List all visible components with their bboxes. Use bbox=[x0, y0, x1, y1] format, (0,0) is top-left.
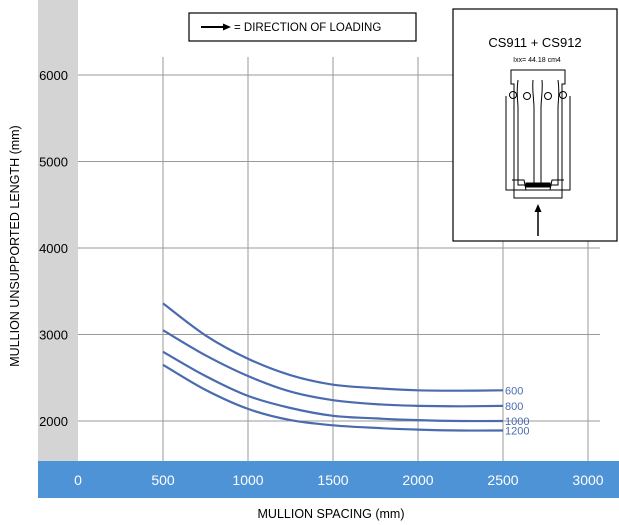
y-tick-label: 5000 bbox=[39, 155, 68, 170]
series-line-1000 bbox=[162, 350, 504, 423]
series-line-800 bbox=[162, 329, 504, 408]
x-axis-band bbox=[38, 461, 619, 498]
inset-profile: CS911 + CS912 Ixx= 44.18 cm4 bbox=[452, 8, 618, 242]
x-axis-label: MULLION SPACING (mm) bbox=[258, 507, 405, 521]
x-tick-labels: 0 500 1000 1500 2000 2500 3000 bbox=[74, 472, 604, 488]
y-tick-label: 2000 bbox=[39, 414, 68, 429]
mullion-profile-icon bbox=[505, 69, 571, 199]
legend-text: = DIRECTION OF LOADING bbox=[234, 22, 381, 34]
series-label-1000: 1000 bbox=[505, 416, 529, 428]
x-tick-label: 1500 bbox=[317, 472, 348, 488]
series-line-1200 bbox=[162, 363, 504, 432]
legend: = DIRECTION OF LOADING bbox=[188, 12, 417, 42]
series-lines bbox=[162, 302, 504, 432]
series-label-600: 600 bbox=[505, 385, 523, 397]
y-tick-label: 3000 bbox=[39, 328, 68, 343]
x-tick-label: 500 bbox=[151, 472, 175, 488]
series-label-1200: 1200 bbox=[505, 426, 529, 438]
y-tick-label: 4000 bbox=[39, 241, 68, 256]
inset-box bbox=[452, 8, 618, 242]
right-arrow-icon bbox=[201, 23, 231, 31]
y-tick-labels: 2000 3000 4000 5000 6000 bbox=[39, 68, 68, 429]
x-tick-label: 0 bbox=[74, 472, 82, 488]
series-label-800: 800 bbox=[505, 401, 523, 413]
y-axis-label: MULLION UNSUPPORTED LENGTH (mm) bbox=[8, 125, 22, 366]
up-arrow-icon bbox=[534, 204, 542, 236]
x-tick-label: 3000 bbox=[572, 472, 603, 488]
x-tick-label: 2500 bbox=[487, 472, 518, 488]
x-tick-label: 1000 bbox=[232, 472, 263, 488]
y-tick-label: 6000 bbox=[39, 68, 68, 83]
x-tick-label: 2000 bbox=[402, 472, 433, 488]
inset-subtitle: Ixx= 44.18 cm4 bbox=[513, 57, 561, 64]
series-line-600 bbox=[162, 302, 504, 392]
y-axis-band bbox=[38, 0, 78, 461]
inset-title: CS911 + CS912 bbox=[488, 35, 581, 50]
